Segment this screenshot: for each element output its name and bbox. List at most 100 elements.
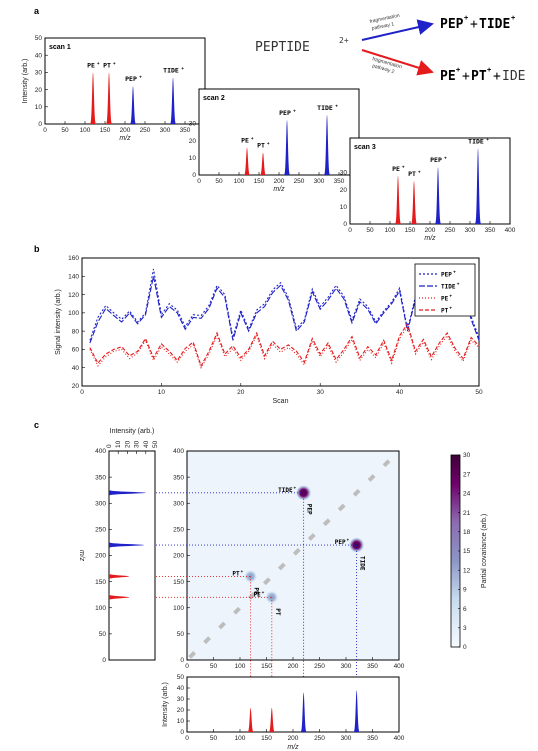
cov-xtick-label: 100 [235,663,246,670]
signal-series-tide [89,270,480,344]
scan2-peak-charge-pep: + [293,109,296,114]
spot-label-b: TIDE [359,556,366,571]
panel-letter-a: a [34,6,40,16]
cov-ytick-label: 350 [173,474,184,481]
colorbar-tick-label: 18 [463,529,471,536]
signal-ytick-label: 100 [68,310,79,317]
colorbar-tick-label: 3 [463,625,467,632]
cov-ytick-label: 250 [173,527,184,534]
bottom-peak-120 [247,707,254,732]
scan1-xtick-label: 150 [100,127,111,134]
signal-legend-label: PE [441,296,449,303]
bottom-peak-220 [300,692,307,732]
spot-label-a: TIDE [278,487,293,494]
signal-frame [81,257,480,387]
signal-ytick-label: 160 [68,255,79,262]
signal-xtick-label: 0 [80,389,84,396]
scan1-xtick-label: 0 [43,127,47,134]
colorbar-tick-label: 21 [463,510,471,517]
signal-ytick-label: 140 [68,273,79,280]
panel-letter-c: c [34,420,39,430]
scan2-ytick-label: 20 [189,138,197,145]
spot-label-a: PEP [335,539,346,546]
scan1-ylabel: Intensity (arb.) [22,59,29,104]
bottom-peak-320 [353,690,360,732]
scan1-ytick-label: 0 [38,121,42,128]
scan2-peak-pe [243,147,251,175]
cov-xtick-label: 200 [288,663,299,670]
side-peak-120 [109,594,130,601]
signal-legend-charge: + [457,282,460,287]
scan3-xtick-label: 200 [425,227,436,234]
spot-label-a-charge: + [294,485,297,490]
bottom-xtick-label: 200 [288,735,299,742]
scan1-peak-charge-tide: + [181,67,184,72]
scan3-ytick-label: 0 [343,221,347,228]
bottom-xtick-label: 100 [235,735,246,742]
scan3-peak-pe [394,175,402,224]
side-ytick-label: 0 [102,657,106,664]
scan1-xtick-label: 300 [160,127,171,134]
side-peak-160 [109,573,130,580]
scan1-ytick-label: 20 [35,87,43,94]
side-xtick-label: 40 [143,440,150,448]
signal-legend-label: TIDE [441,284,456,291]
scan-1-panel: scan 10501001502002503003504000102030405… [22,35,211,142]
scan2-xtick-label: 350 [334,178,345,185]
scan2-peak-label-pe: PE [241,136,249,144]
colorbar-tick-label: 24 [463,491,471,498]
scan-2-panel: scan 2050100150200250300350400m/zPE+PT+P… [189,88,365,193]
cov-xtick-label: 350 [367,663,378,670]
cov-ytick-label: 200 [173,553,184,560]
scan1-xtick-label: 350 [180,127,191,134]
bottom-ytick-label: 0 [180,729,184,736]
side-ytick-label: 300 [95,500,106,507]
covariance-autocorrelation-diagonal [188,452,398,659]
colorbar-tick-label: 9 [463,587,467,594]
scan3-peak-pep [434,167,442,224]
cov-ytick-label: 300 [173,500,184,507]
product-2-plus-1: + [462,69,470,84]
colorbar-label: Partial covariance (arb.) [481,514,488,588]
bottom-xlabel: m/z [287,744,299,751]
signal-ytick-label: 40 [72,365,80,372]
cov-xtick-label: 0 [185,663,189,670]
cov-xtick-label: 400 [394,663,405,670]
scan3-peak-label-pep: PEP [430,156,442,164]
pathway-1-label-b: pathway 1 [371,21,395,32]
side-xtick-label: 50 [152,440,159,448]
bottom-ylabel: Intensity (arb.) [162,682,169,727]
colorbar-tick-label: 15 [463,548,471,555]
scan2-xlabel: m/z [273,186,285,193]
side-xlabel: Intensity (arb.) [110,428,155,435]
scan2-peak-tide [323,114,331,175]
signal-series-pt [89,322,480,368]
scan3-xtick-label: 100 [385,227,396,234]
cov-xtick-label: 300 [341,663,352,670]
scan1-ytick-label: 30 [35,70,43,77]
cov-xtick-label: 150 [261,663,272,670]
bottom-ytick-label: 20 [177,707,185,714]
scan2-ytick-label: 0 [192,172,196,179]
side-ytick-label: 250 [95,527,106,534]
scan3-peak-pt [410,181,418,224]
signal-series-pep [89,267,480,341]
scan2-ytick-label: 30 [189,121,197,128]
signal-xtick-label: 30 [317,389,325,396]
spot-label-a: PT [232,570,240,577]
scan1-peak-pt [105,72,113,124]
side-ytick-label: 150 [95,579,106,586]
scan1-xtick-label: 200 [120,127,131,134]
side-ytick-label: 100 [95,605,106,612]
scan1-peak-pep [129,86,137,124]
scan2-peak-pt [259,152,267,175]
product-2b-charge: + [487,66,491,74]
spot-label-a-charge: + [241,568,244,573]
cov-ytick-label: 100 [173,605,184,612]
scan2-peak-charge-pt: + [267,142,270,147]
panel-letter-b: b [34,244,40,254]
cov-xtick-label: 50 [210,663,218,670]
scan3-xtick-label: 250 [445,227,456,234]
scan1-peak-charge-pt: + [113,61,116,66]
scan1-ytick-label: 40 [35,52,43,59]
